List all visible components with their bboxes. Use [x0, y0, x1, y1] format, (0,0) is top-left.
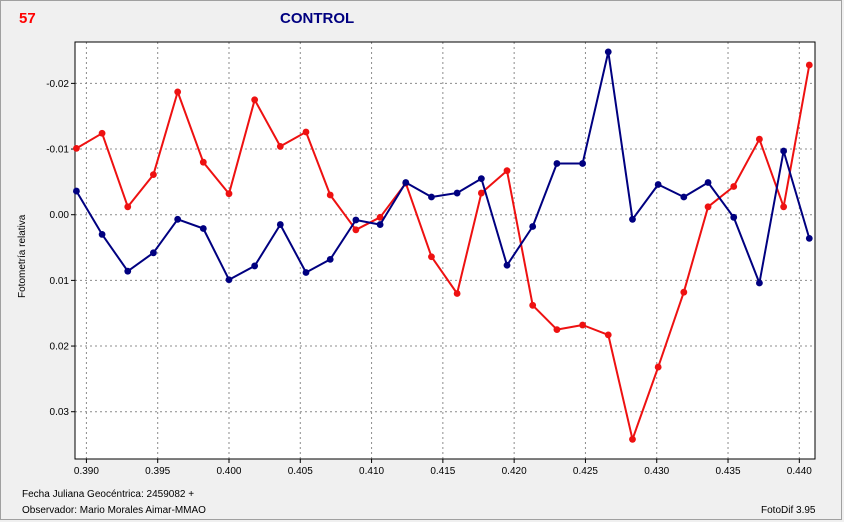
y-tick-label: 0.02	[50, 342, 70, 353]
y-tick-label: -0.02	[46, 79, 69, 90]
series-1-point	[654, 363, 662, 371]
series-2-point	[604, 48, 612, 56]
plot-border	[74, 41, 816, 460]
x-tick-label: 0.390	[74, 466, 99, 477]
series-1-point	[730, 183, 738, 190]
x-tick-label: 0.400	[216, 466, 241, 477]
series-2-point	[553, 160, 561, 167]
series-1-point	[326, 191, 334, 199]
x-tick-label: 0.435	[716, 466, 741, 477]
series-2-point	[805, 234, 813, 242]
series-1-point	[150, 171, 157, 179]
series-2-point	[477, 175, 485, 182]
series-1-point	[225, 190, 233, 198]
series-2-point	[199, 225, 207, 232]
series-2-point	[730, 213, 738, 221]
series-2-point	[680, 193, 688, 201]
series-1-point	[174, 88, 182, 96]
y-tick-label: 0.03	[50, 407, 70, 418]
series-2-point	[225, 276, 233, 284]
series-2-point	[174, 215, 182, 223]
series-1-point	[579, 321, 586, 329]
series-1-point	[805, 61, 813, 69]
y-tick-label: -0.01	[46, 145, 69, 156]
series-2-point	[755, 279, 763, 287]
x-tick-label: 0.430	[644, 466, 669, 477]
x-tick-label: 0.425	[573, 466, 598, 477]
series-2-point	[780, 147, 788, 155]
series-2-point	[352, 216, 360, 224]
series-2-point	[73, 187, 80, 195]
x-tick-label: 0.415	[430, 466, 455, 477]
series-1-point	[199, 158, 207, 166]
series-1-point	[604, 331, 612, 339]
series-1-point	[453, 290, 461, 297]
series-2-point	[579, 160, 586, 167]
series-1-point	[251, 96, 259, 104]
x-tick-label: 0.410	[359, 466, 384, 477]
plot-background	[75, 42, 815, 459]
series-2-point	[629, 215, 636, 223]
series-2-point	[529, 223, 537, 230]
axis-layer: 0.390 0.395 0.400 0.405 0.410 0.415 0.420 0.425…	[46, 41, 816, 477]
series-1-point	[124, 203, 132, 211]
series-2-point	[402, 179, 410, 186]
series-2-point	[251, 262, 259, 270]
series-2-point	[150, 249, 157, 257]
series-2-point	[428, 193, 435, 201]
observer-label: Observador: Mario Morales Aimar-MMAO	[22, 505, 206, 516]
series-2-point	[376, 221, 384, 228]
x-tick-label: 0.440	[787, 466, 812, 477]
series-1-point	[780, 203, 788, 211]
series-2-point	[98, 231, 106, 238]
series-2-point	[704, 179, 712, 186]
series-1-point	[276, 143, 284, 150]
series-1-point	[376, 213, 384, 221]
series-1-point	[704, 203, 712, 211]
series-1-point	[529, 301, 537, 309]
grid-layer	[75, 42, 815, 459]
y-tick-label: 0.01	[50, 276, 70, 287]
series-1-point	[503, 167, 511, 175]
series-1-point	[73, 144, 80, 152]
series-1-point	[680, 288, 688, 296]
series-layer	[73, 48, 813, 443]
series-2-point	[654, 181, 662, 188]
x-tick-label: 0.395	[145, 466, 170, 477]
series-1-point	[755, 135, 763, 143]
series-2-point	[326, 255, 334, 263]
series-1-point	[477, 189, 485, 197]
series-2-point	[124, 267, 132, 275]
series-1-point	[428, 253, 435, 261]
y-axis-label: Fotometría relativa	[17, 214, 28, 298]
software-version: FotoDif 3.95	[761, 505, 816, 516]
series-2-point	[503, 261, 511, 269]
series-2-point	[276, 221, 284, 228]
series-1-point	[629, 435, 636, 443]
series-2-point	[302, 269, 310, 276]
julian-date-label: Fecha Juliana Geocéntrica: 2459082 +	[22, 489, 195, 500]
series-1-point	[98, 129, 106, 137]
series-2-point	[453, 189, 461, 197]
series-1-point	[352, 226, 360, 234]
series-1-point	[302, 128, 310, 136]
series-2-line	[75, 50, 811, 284]
series-1-line	[75, 64, 811, 441]
chart-number: 57	[19, 10, 36, 27]
y-tick-label: 0.00	[50, 210, 70, 221]
chart-title: CONTROL	[280, 10, 355, 27]
x-tick-label: 0.405	[288, 466, 313, 477]
x-tick-label: 0.420	[502, 466, 527, 477]
series-1-point	[553, 326, 561, 334]
